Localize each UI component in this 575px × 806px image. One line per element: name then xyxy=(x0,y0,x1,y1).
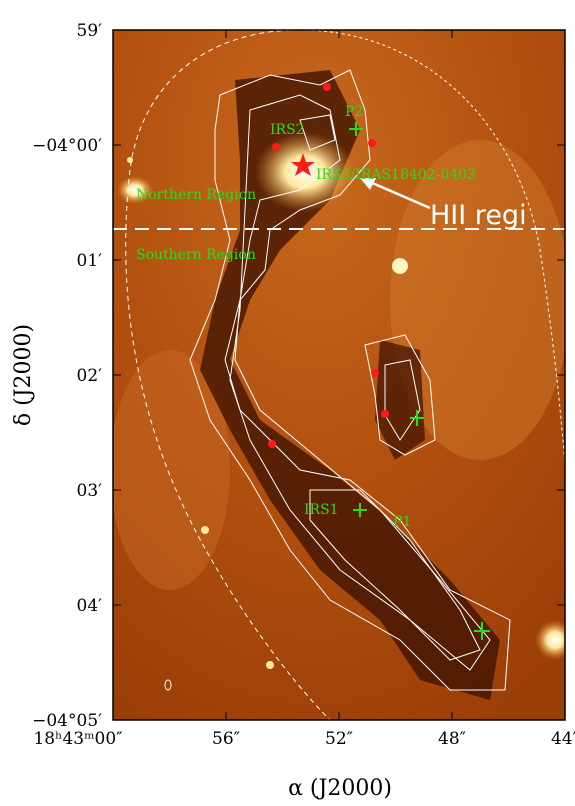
sky-image: IRS2 P2 IRS3/IRAS18402-0403 Northern Reg… xyxy=(110,30,575,720)
x-tick-label: 56″ xyxy=(212,729,240,749)
y-tick-label: 04′ xyxy=(77,596,103,616)
label-hii: HII regi xyxy=(430,200,527,231)
x-tick-label: 52″ xyxy=(325,729,353,749)
y-tick-label: −04°00′ xyxy=(32,136,102,156)
x-tick-label: 48″ xyxy=(438,729,466,749)
x-tick-label: 44″ xyxy=(551,729,575,749)
y-tick-label: −04°05′ xyxy=(32,711,102,731)
y-tick-label: 02′ xyxy=(77,366,103,386)
label-southern: Southern Region xyxy=(136,247,256,263)
label-p1: P1 xyxy=(393,514,411,530)
y-tick-label: 01′ xyxy=(77,251,103,271)
label-irs3: IRS3/IRAS18402-0403 xyxy=(316,167,476,183)
y-axis-title: δ (J2000) xyxy=(11,324,36,426)
label-northern: Northern Region xyxy=(136,187,256,203)
y-tick-label: 03′ xyxy=(77,481,103,501)
label-irs1: IRS1 xyxy=(304,502,339,518)
x-tick-label: 18ʰ43ᵐ00″ xyxy=(33,729,122,749)
figure: IRS2 P2 IRS3/IRAS18402-0403 Northern Reg… xyxy=(0,0,575,806)
x-axis-title: α (J2000) xyxy=(288,776,392,801)
y-tick-label: 59′ xyxy=(77,21,103,41)
label-irs2: IRS2 xyxy=(270,122,305,138)
label-p2: P2 xyxy=(345,104,363,120)
